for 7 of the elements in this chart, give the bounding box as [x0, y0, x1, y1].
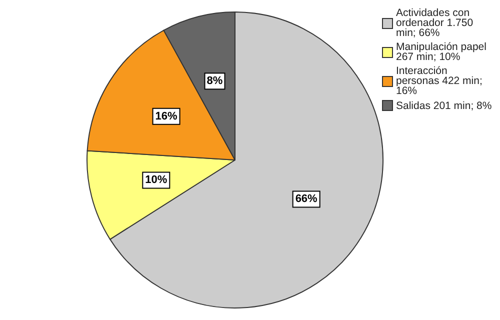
legend-label: Actividades con ordenador 1.750 min; 66%: [396, 7, 474, 39]
data-label: 16%: [155, 110, 178, 122]
data-label: 66%: [295, 193, 318, 206]
data-label: 10%: [145, 174, 168, 186]
legend-label: Interacción personas 422 min; 16%: [396, 65, 484, 97]
legend-label: Salidas 201 min; 8%: [396, 100, 492, 112]
legend-label: Manipulación papel 267 min; 10%: [396, 41, 488, 63]
